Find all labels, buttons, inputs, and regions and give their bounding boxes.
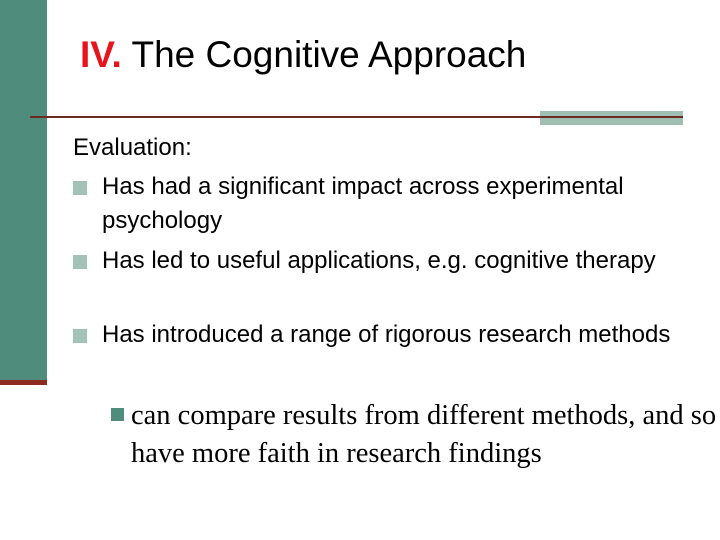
slide-title: IV. The Cognitive Approach [80,34,526,76]
section-heading: Evaluation: [73,134,192,161]
title-divider [30,116,683,118]
title-accent-block [540,111,683,125]
sub-bullet-item: can compare results from different metho… [131,400,717,469]
square-bullet-icon [73,181,87,195]
bullet-item: Has introduced a range of rigorous resea… [102,321,671,348]
bullet-item: Has led to useful applications, e.g. cog… [102,247,656,274]
square-bullet-icon [73,255,87,269]
sidebar-accent [0,380,47,385]
title-number: IV. [80,34,122,75]
square-bullet-icon [111,408,124,421]
bullet-item: Has had a significant impact across expe… [102,173,624,234]
title-text: The Cognitive Approach [131,34,527,75]
sidebar-bar [0,0,47,380]
square-bullet-icon [73,329,87,343]
title-divider-overlay [540,116,683,118]
